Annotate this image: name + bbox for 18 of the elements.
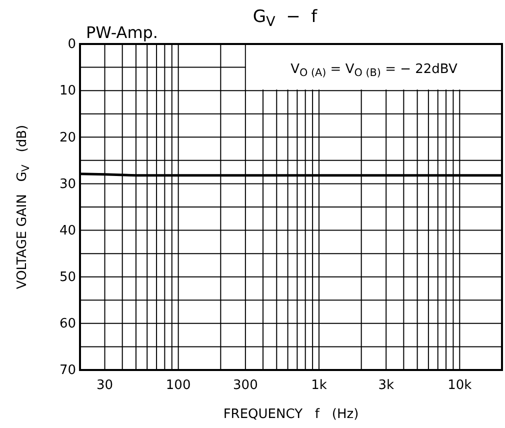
y-tick-label: 0 <box>68 37 76 52</box>
x-tick-label: 30 <box>96 378 114 394</box>
chart-title: G$_{V}$ − f <box>252 7 318 30</box>
annotation: V$_{O (A)}$ = V$_{O (B)}$ = − 22dBV <box>290 62 458 78</box>
x-axis-title: FREQUENCY f (Hz) <box>223 407 359 422</box>
x-tick-label: 300 <box>233 378 258 394</box>
y-tick-label: 60 <box>59 316 76 332</box>
x-tick-label: 3k <box>378 378 394 394</box>
x-tick-label: 10k <box>448 378 472 394</box>
y-tick-label: 30 <box>59 176 76 192</box>
y-tick-label: 20 <box>59 130 76 146</box>
x-tick-label: 100 <box>166 378 191 394</box>
chart-subtitle: PW-Amp. <box>86 23 158 42</box>
x-tick-label: 1k <box>311 378 328 394</box>
y-tick-label: 10 <box>59 84 76 99</box>
y-tick-label: 70 <box>59 363 76 378</box>
y-tick-label: 50 <box>59 270 76 286</box>
y-tick-label: 40 <box>59 223 76 238</box>
